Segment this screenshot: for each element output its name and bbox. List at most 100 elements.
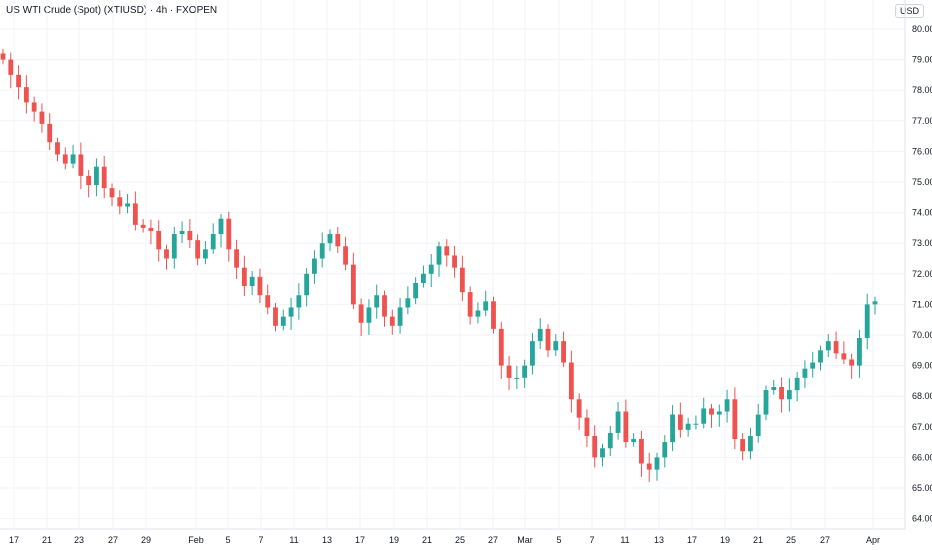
- candle-down: [187, 230, 193, 241]
- candle-down: [498, 328, 504, 366]
- candle-down: [55, 142, 60, 155]
- price-tick-label: 74.00: [912, 208, 932, 218]
- time-tick-label: 7: [258, 535, 263, 545]
- candle-up: [615, 411, 621, 433]
- candle-up: [631, 439, 637, 443]
- candle-down: [156, 230, 162, 250]
- candle-up: [763, 390, 769, 415]
- candle-up: [421, 273, 426, 283]
- candle-up: [249, 276, 255, 287]
- candle-up: [70, 154, 76, 164]
- candle-up: [693, 423, 699, 425]
- candle-up: [436, 246, 442, 265]
- candle-down: [568, 362, 574, 400]
- candle-up: [857, 338, 862, 366]
- candle-up: [701, 408, 707, 424]
- time-tick-label: 27: [108, 535, 118, 545]
- candle-down: [841, 353, 847, 360]
- candle-down: [506, 365, 512, 378]
- candle-up: [530, 341, 535, 366]
- candle-up: [600, 448, 605, 458]
- currency-label[interactable]: USD: [894, 4, 924, 18]
- time-tick-label: 11: [289, 535, 298, 545]
- candle-up: [864, 304, 870, 339]
- time-tick-label: 19: [389, 535, 399, 545]
- candle-down: [779, 387, 784, 400]
- time-tick-label: 25: [455, 535, 465, 545]
- time-tick-label: 27: [488, 535, 498, 545]
- candle-up: [724, 399, 730, 412]
- candle-up: [179, 230, 185, 235]
- price-tick-label: 68.00: [912, 391, 932, 401]
- time-tick-label: 23: [74, 535, 84, 545]
- time-tick-label: 29: [141, 535, 151, 545]
- candle-up: [288, 307, 294, 317]
- time-tick-label: 5: [225, 535, 230, 545]
- candle-up: [94, 166, 99, 186]
- candle-down: [389, 316, 395, 326]
- time-axis-labels: 17 21 23 27 29 Feb 5 7 11 13 17 19 21 25 27 Mar 5 7 11 13 17…: [9, 535, 880, 545]
- candle-up: [771, 387, 777, 391]
- candle-down: [623, 411, 629, 443]
- candle-down: [195, 240, 201, 259]
- candle-down: [16, 74, 21, 88]
- candle-down: [257, 276, 263, 296]
- candle-down: [677, 414, 683, 430]
- candle-down: [491, 301, 496, 329]
- candle-down: [561, 341, 566, 363]
- candle-up: [872, 301, 878, 305]
- candle-up: [397, 307, 403, 326]
- candle-down: [584, 417, 590, 436]
- candle-down: [576, 399, 582, 418]
- candle-up: [366, 307, 372, 323]
- price-tick-label: 66.00: [912, 452, 932, 462]
- candle-up: [654, 457, 660, 470]
- time-tick-label: 17: [9, 535, 19, 545]
- time-tick-label: 13: [322, 535, 332, 545]
- price-tick-label: 72.00: [912, 269, 932, 279]
- candle-up: [522, 365, 528, 378]
- candle-up: [210, 234, 216, 250]
- candle-up: [802, 368, 808, 378]
- candle-up: [327, 234, 333, 244]
- price-tick-label: 67.00: [912, 422, 932, 432]
- candle-up: [171, 234, 177, 259]
- candle-down: [101, 166, 107, 189]
- grid-lines: [0, 0, 905, 529]
- candle-up: [483, 301, 489, 311]
- time-tick-label: 27: [820, 535, 830, 545]
- candle-down: [452, 255, 457, 268]
- candle-up: [794, 377, 800, 391]
- candle-down: [646, 463, 652, 470]
- time-tick-label: 7: [589, 535, 594, 545]
- candle-up: [537, 328, 543, 342]
- candle-down: [109, 188, 115, 198]
- candle-down: [132, 203, 138, 225]
- candle-down: [164, 249, 169, 259]
- candle-up: [685, 423, 691, 430]
- time-tick-label: Mar: [517, 535, 533, 545]
- candle-down: [459, 267, 465, 293]
- time-tick-label: 17: [687, 535, 697, 545]
- candle-down: [78, 154, 84, 176]
- candle-up: [755, 414, 761, 436]
- candle-up: [818, 350, 823, 363]
- candle-up: [374, 295, 380, 308]
- price-tick-label: 69.00: [912, 361, 932, 371]
- time-tick-label: 13: [654, 535, 664, 545]
- candle-up: [125, 203, 130, 207]
- price-tick-label: 79.00: [912, 55, 932, 65]
- candle-down: [350, 264, 356, 305]
- price-tick-label: 71.00: [912, 299, 932, 309]
- time-tick-label: 17: [355, 535, 365, 545]
- candle-up: [662, 442, 668, 458]
- candle-down: [358, 304, 364, 323]
- candle-down: [241, 267, 247, 287]
- candle-up: [810, 362, 816, 369]
- candle-up: [428, 264, 434, 274]
- candle-up: [607, 432, 613, 449]
- candle-down: [265, 295, 271, 308]
- price-tick-label: 73.00: [912, 238, 932, 248]
- time-tick-label: 21: [422, 535, 432, 545]
